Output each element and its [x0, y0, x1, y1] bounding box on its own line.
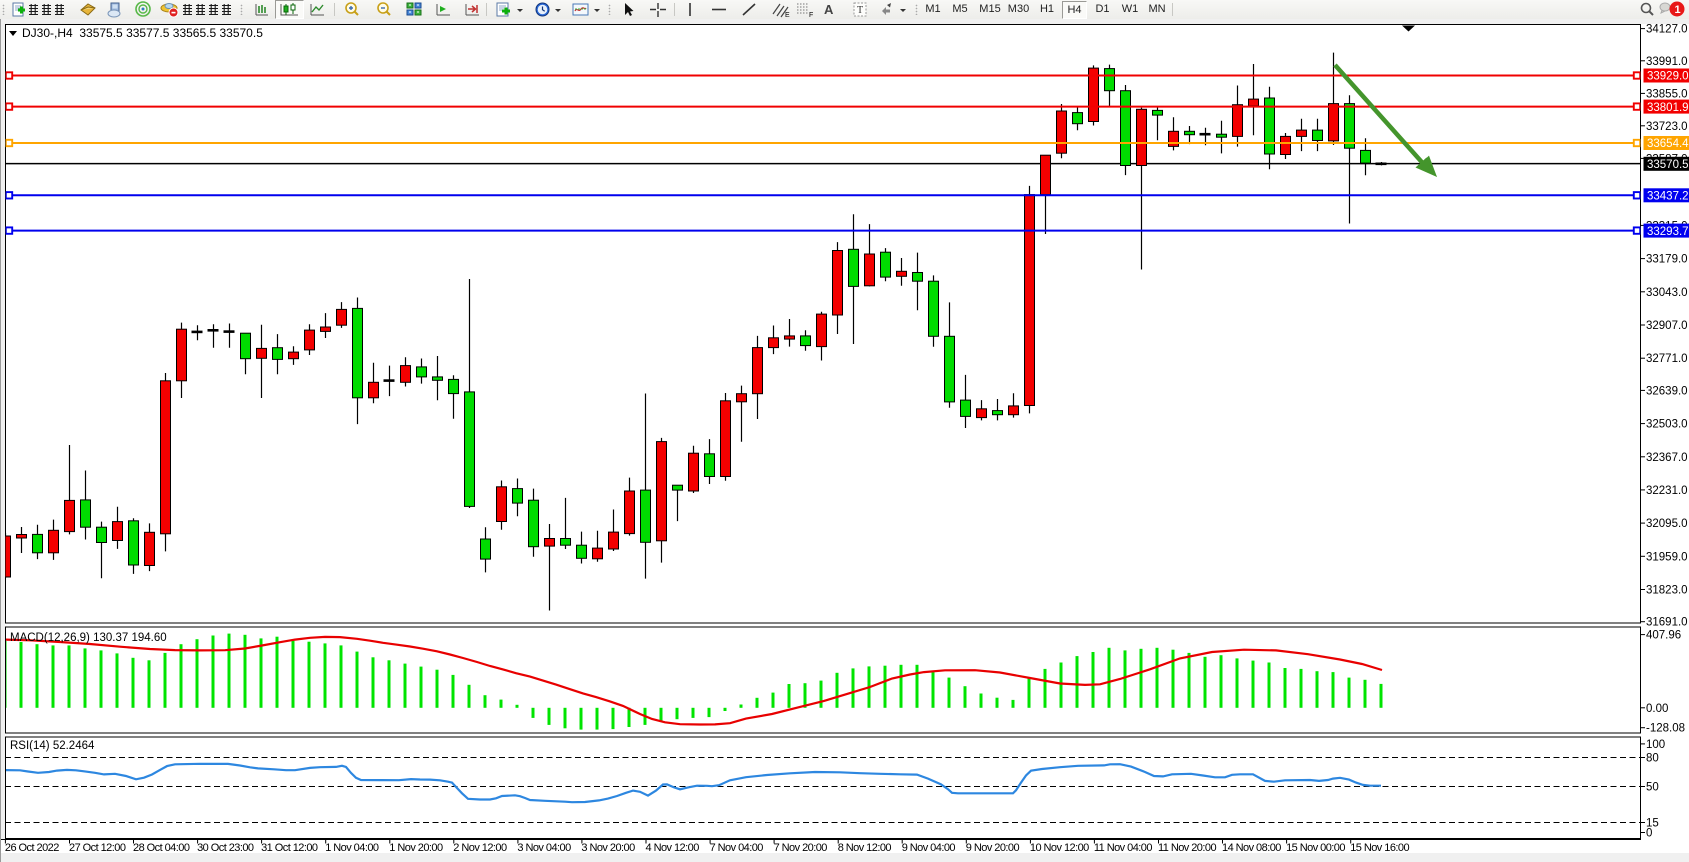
svg-text:T: T	[857, 5, 863, 16]
svg-text:E: E	[785, 12, 790, 18]
svg-text:11 Nov 04:00: 11 Nov 04:00	[1094, 842, 1152, 854]
svg-text:32367.0: 32367.0	[1646, 452, 1688, 464]
svg-text:F: F	[809, 12, 813, 18]
svg-text:14 Nov 08:00: 14 Nov 08:00	[1222, 842, 1281, 854]
svg-text:11 Nov 20:00: 11 Nov 20:00	[1158, 842, 1216, 854]
svg-text:31 Oct 12:00: 31 Oct 12:00	[261, 842, 318, 854]
svg-text:4 Nov 12:00: 4 Nov 12:00	[646, 842, 700, 854]
svg-text:100: 100	[1646, 739, 1665, 751]
svg-text:8 Nov 12:00: 8 Nov 12:00	[838, 842, 892, 854]
svg-text:3 Nov 04:00: 3 Nov 04:00	[517, 842, 571, 854]
svg-text:1: 1	[1675, 4, 1681, 16]
svg-text:407.96: 407.96	[1646, 630, 1681, 642]
svg-text:RSI(14) 52.2464: RSI(14) 52.2464	[10, 740, 95, 752]
svg-text:28 Oct 04:00: 28 Oct 04:00	[133, 842, 190, 854]
svg-text:9 Nov 20:00: 9 Nov 20:00	[966, 842, 1020, 854]
svg-text:10 Nov 12:00: 10 Nov 12:00	[1030, 842, 1089, 854]
svg-text:32231.0: 32231.0	[1646, 485, 1688, 497]
svg-text:30 Oct 23:00: 30 Oct 23:00	[197, 842, 254, 854]
svg-text:33991.0: 33991.0	[1646, 56, 1688, 68]
svg-text:31959.0: 31959.0	[1646, 551, 1688, 563]
svg-text:33043.0: 33043.0	[1646, 287, 1688, 299]
svg-text:31691.0: 31691.0	[1646, 617, 1688, 629]
svg-text:33570.5: 33570.5	[1647, 159, 1689, 171]
svg-text:31823.0: 31823.0	[1646, 585, 1688, 597]
svg-text:15 Nov 16:00: 15 Nov 16:00	[1350, 842, 1409, 854]
svg-text:-128.08: -128.08	[1646, 723, 1685, 735]
svg-text:33801.9: 33801.9	[1647, 102, 1689, 114]
svg-text:32907.0: 32907.0	[1646, 320, 1688, 332]
svg-text:50: 50	[1646, 782, 1659, 794]
svg-text:27 Oct 12:00: 27 Oct 12:00	[69, 842, 126, 854]
svg-text:1 Nov 20:00: 1 Nov 20:00	[389, 842, 443, 854]
svg-text:33723.0: 33723.0	[1646, 121, 1688, 133]
svg-text:32639.0: 32639.0	[1646, 385, 1688, 397]
svg-text:3 Nov 20:00: 3 Nov 20:00	[581, 842, 635, 854]
svg-text:33855.0: 33855.0	[1646, 88, 1688, 100]
svg-text:80: 80	[1646, 753, 1659, 765]
svg-text:33929.0: 33929.0	[1647, 71, 1689, 83]
svg-text:32771.0: 32771.0	[1646, 353, 1688, 365]
svg-text:7 Nov 04:00: 7 Nov 04:00	[710, 842, 764, 854]
svg-text:15 Nov 00:00: 15 Nov 00:00	[1286, 842, 1345, 854]
svg-text:32503.0: 32503.0	[1646, 419, 1688, 431]
svg-text:33179.0: 33179.0	[1646, 254, 1688, 266]
svg-text:0: 0	[1646, 828, 1652, 840]
svg-text:2 Nov 12:00: 2 Nov 12:00	[453, 842, 507, 854]
svg-text:DJ30-,H4 33575.5 33577.5 3356: DJ30-,H4 33575.5 33577.5 33565.5 33570.5	[22, 26, 263, 40]
svg-text:9 Nov 04:00: 9 Nov 04:00	[902, 842, 956, 854]
svg-text:26 Oct 2022: 26 Oct 2022	[5, 842, 59, 854]
svg-text:MACD(12,26,9) 130.37 194.60: MACD(12,26,9) 130.37 194.60	[10, 632, 167, 644]
svg-text:15: 15	[1646, 818, 1659, 830]
svg-text:33293.7: 33293.7	[1647, 226, 1689, 238]
svg-text:0.00: 0.00	[1646, 703, 1668, 715]
svg-text:32095.0: 32095.0	[1646, 518, 1688, 530]
svg-text:34127.0: 34127.0	[1646, 24, 1688, 36]
svg-text:33654.4: 33654.4	[1647, 138, 1689, 150]
svg-text:1 Nov 04:00: 1 Nov 04:00	[325, 842, 379, 854]
svg-text:33437.2: 33437.2	[1647, 191, 1689, 203]
svg-text:7 Nov 20:00: 7 Nov 20:00	[774, 842, 828, 854]
